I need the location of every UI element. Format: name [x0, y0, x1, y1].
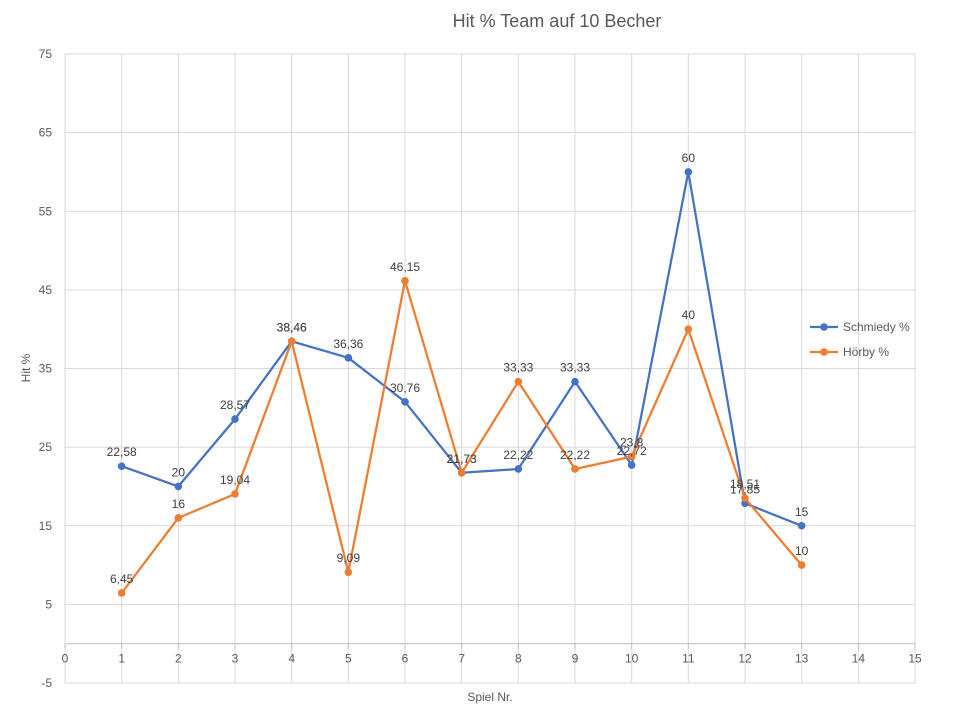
data-label: 22,22	[503, 448, 533, 462]
legend-label: Schmiedy %	[843, 320, 910, 334]
data-label: 22,22	[560, 448, 590, 462]
gridlines	[64, 53, 916, 684]
data-label: 16	[172, 497, 186, 511]
data-point	[627, 461, 636, 469]
x-tick-label: 10	[625, 652, 639, 666]
legend-marker	[820, 323, 828, 331]
x-tick-label: 11	[682, 652, 695, 666]
x-tick-label: 8	[515, 652, 522, 666]
data-point	[797, 561, 806, 569]
data-label: 19,04	[220, 473, 250, 487]
data-label: 10	[795, 544, 809, 558]
data-label: 17,85	[730, 482, 760, 496]
y-axis-title: Hit %	[19, 353, 33, 382]
y-tick-label: 15	[39, 519, 53, 533]
data-point	[231, 490, 239, 498]
x-tick-label: 0	[62, 652, 69, 666]
legend-marker	[820, 348, 828, 356]
x-tick-label: 12	[738, 652, 752, 666]
x-tick-label: 6	[402, 652, 409, 666]
data-label: 33,33	[560, 361, 590, 375]
x-tick-label: 2	[175, 652, 182, 666]
y-tick-label: 65	[39, 126, 53, 140]
data-label: 9,09	[337, 551, 361, 565]
data-labels: 22,58 20 28,57 38,46 36,36 30,76 21,73 22,22 33,…	[107, 151, 809, 586]
data-point	[401, 277, 409, 285]
x-tick-label: 7	[458, 652, 465, 666]
data-label: 20	[172, 465, 186, 479]
data-label: 36,36	[333, 337, 363, 351]
data-point	[117, 462, 126, 470]
data-point	[117, 589, 126, 597]
data-label: 40	[682, 308, 696, 322]
data-point	[741, 494, 749, 502]
x-tick-label: 15	[908, 652, 922, 666]
y-tick-label: -5	[41, 676, 52, 690]
x-tick-label: 3	[232, 652, 239, 666]
data-point	[344, 354, 353, 362]
data-point	[571, 465, 579, 473]
chart-title: Hit % Team auf 10 Becher	[453, 11, 662, 31]
y-tick-label: 35	[39, 362, 53, 376]
data-label: 46,15	[390, 260, 420, 274]
series-group	[117, 168, 806, 597]
data-label: 22,72	[617, 444, 647, 458]
x-tick-label: 1	[118, 652, 125, 666]
y-tick-label: 55	[39, 204, 53, 218]
data-point	[231, 415, 239, 423]
data-label: 21,73	[447, 452, 477, 466]
data-point	[684, 325, 693, 333]
x-tick-label: 13	[795, 652, 809, 666]
x-tick-label: 9	[572, 652, 579, 666]
data-point	[514, 377, 523, 386]
data-label: 21,73	[447, 452, 477, 466]
data-label: 38,46	[277, 320, 307, 334]
data-point	[514, 465, 523, 473]
data-point	[627, 452, 636, 461]
data-label: 60	[682, 151, 696, 165]
data-point	[797, 521, 806, 530]
data-point	[344, 568, 353, 577]
x-tick-label: 4	[288, 652, 295, 666]
data-point	[401, 398, 409, 406]
y-tick-label: 75	[39, 47, 53, 61]
data-label: 23,8	[620, 436, 644, 450]
y-tick-label: 5	[45, 597, 52, 611]
x-axis-title: Spiel Nr.	[467, 690, 512, 704]
data-point	[684, 168, 693, 176]
data-label: 30,76	[390, 381, 420, 395]
data-label: 6,45	[110, 572, 134, 586]
data-point	[457, 469, 466, 477]
data-point	[174, 514, 183, 522]
data-label: 38,46	[277, 320, 307, 334]
x-tick-label: 5	[345, 652, 352, 666]
data-label: 15	[795, 505, 809, 519]
data-point	[287, 337, 296, 346]
data-point	[571, 377, 579, 386]
data-label: 18,51	[730, 477, 760, 491]
data-label: 22,58	[107, 445, 137, 459]
legend: Schmiedy % Hörby %	[810, 320, 910, 359]
data-label: 33,33	[503, 361, 533, 375]
x-tick-label: 14	[852, 652, 866, 666]
y-tick-label: 45	[39, 283, 53, 297]
y-tick-label: 25	[39, 440, 53, 454]
data-point	[174, 482, 183, 491]
data-label: 28,57	[220, 398, 250, 412]
legend-label: Hörby %	[843, 345, 889, 359]
